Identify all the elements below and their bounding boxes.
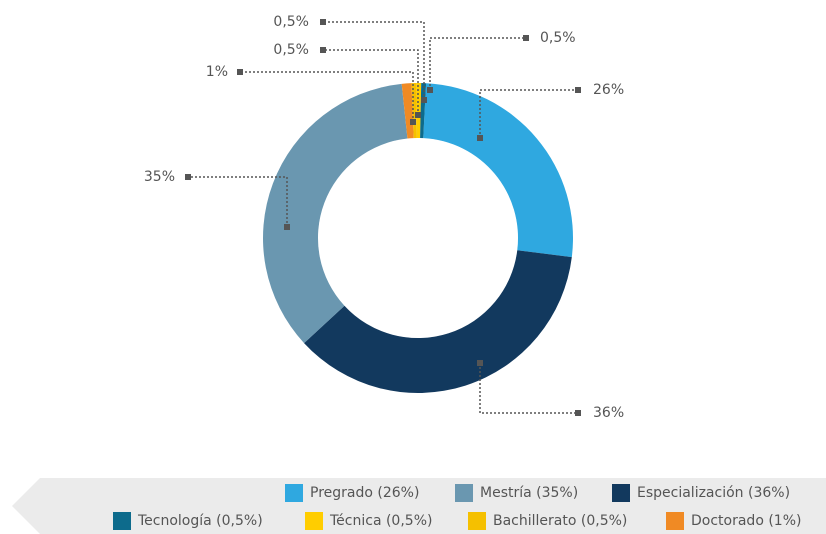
leader-line (323, 21, 425, 100)
leader-dot (575, 87, 581, 93)
leader-line (188, 176, 288, 227)
data-label: 0,5% (273, 14, 309, 30)
leader-line (429, 37, 526, 90)
data-label: 35% (144, 169, 175, 185)
donut-slice (420, 83, 427, 139)
leader-dot (320, 47, 326, 53)
data-label: 26% (593, 82, 624, 98)
leader-line (240, 71, 414, 122)
leader-line (479, 89, 578, 138)
leader-dot (237, 69, 243, 75)
leader-dot (477, 135, 483, 141)
legend-swatch (305, 512, 323, 530)
donut-slice (263, 83, 408, 344)
leader-dot (415, 112, 421, 118)
leader-line (323, 49, 419, 115)
leader-dot (523, 35, 529, 41)
donut-slice (423, 83, 573, 258)
data-label: 36% (593, 405, 624, 421)
donut-slice (304, 250, 572, 393)
legend-label: Técnica (0,5%) (329, 513, 432, 529)
legend-swatch (285, 484, 303, 502)
legend-swatch (468, 512, 486, 530)
legend-label: Mestría (35%) (480, 485, 578, 501)
legend-label: Doctorado (1%) (691, 513, 801, 529)
data-label: 0,5% (540, 30, 576, 46)
leader-dot (575, 410, 581, 416)
donut-slice (416, 83, 422, 139)
legend-label: Bachillerato (0,5%) (493, 513, 627, 529)
legend-label: Tecnología (0,5%) (137, 513, 263, 529)
legend-swatch (455, 484, 473, 502)
leader-dot (410, 119, 416, 125)
inner-ring (318, 138, 518, 338)
legend-swatch (113, 512, 131, 530)
data-label: 0,5% (273, 42, 309, 58)
data-label: 1% (206, 64, 228, 80)
legend-label: Pregrado (26%) (310, 485, 419, 501)
leader-dot (421, 97, 427, 103)
leader-line (479, 363, 578, 414)
leader-dot (284, 224, 290, 230)
leader-dot (185, 174, 191, 180)
leader-dot (427, 87, 433, 93)
legend-swatch (666, 512, 684, 530)
legend-label: Especialización (36%) (637, 485, 790, 501)
leader-dot (320, 19, 326, 25)
legend-swatch (612, 484, 630, 502)
donut-hole (328, 148, 508, 328)
leader-dot (477, 360, 483, 366)
